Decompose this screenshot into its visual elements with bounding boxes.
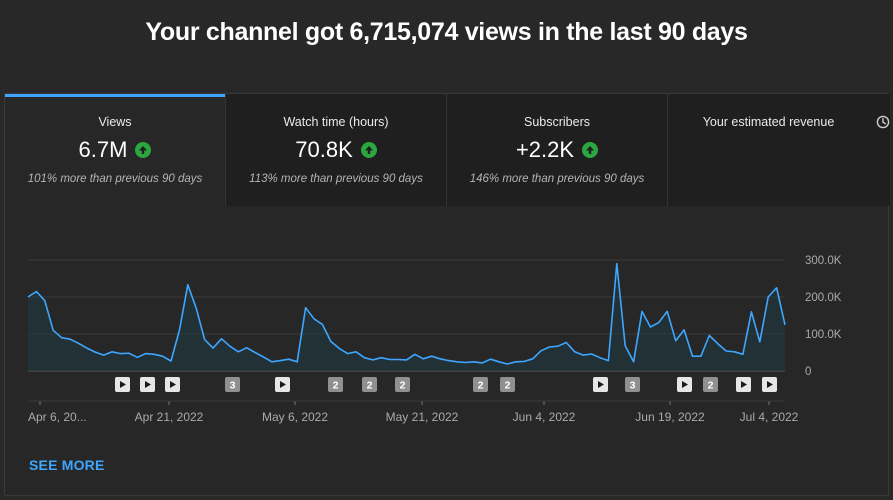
tab-label: Subscribers [524, 115, 590, 129]
x-tick-label: May 21, 2022 [386, 410, 459, 424]
video-count-marker[interactable]: 2 [473, 377, 488, 392]
play-icon [280, 381, 286, 388]
play-icon [145, 381, 151, 388]
play-icon [598, 381, 604, 388]
video-count-marker[interactable]: 2 [362, 377, 377, 392]
tab-value: +2.2K [515, 137, 575, 162]
x-tick-label: Jul 4, 2022 [740, 410, 799, 424]
video-marker[interactable] [140, 377, 155, 392]
marker-count: 2 [708, 380, 714, 392]
tab-comparison-note: 146% more than previous 90 days [469, 173, 645, 185]
marker-count: 2 [367, 380, 373, 392]
see-more-link[interactable]: SEE MORE [29, 457, 105, 473]
video-marker[interactable] [593, 377, 608, 392]
tab-value: 70.8K [295, 137, 353, 162]
video-marker[interactable] [762, 377, 777, 392]
tab-value-row: 70.8K [226, 137, 446, 163]
tab-subscribers[interactable]: Subscribers +2.2K 146% more than previou… [447, 94, 668, 206]
arrow-up-icon [360, 142, 377, 158]
x-tick-label: Jun 19, 2022 [635, 410, 705, 424]
arrow-up-icon [582, 142, 599, 158]
marker-count: 3 [630, 380, 636, 392]
video-marker[interactable] [677, 377, 692, 392]
tab-label: Your estimated revenue [702, 115, 835, 129]
marker-box [395, 377, 410, 392]
tab-comparison-note: 113% more than previous 90 days [249, 173, 423, 185]
tab-value-row: 6.7M [5, 137, 225, 163]
tab-estimated-revenue[interactable]: Your estimated revenue [668, 94, 890, 206]
marker-box [500, 377, 515, 392]
x-tick-label: May 6, 2022 [262, 410, 328, 424]
play-icon [741, 381, 747, 388]
y-tick-label: 300.0K [805, 255, 842, 267]
marker-box [225, 377, 240, 392]
arrow-up-icon [135, 142, 152, 158]
tab-views[interactable]: Views 6.7M 101% more than previous 90 da… [5, 94, 226, 206]
marker-box [328, 377, 343, 392]
tab-value: 6.7M [78, 137, 128, 162]
video-count-marker[interactable]: 2 [703, 377, 718, 392]
marker-count: 2 [400, 380, 406, 392]
y-tick-label: 200.0K [805, 292, 842, 304]
metric-tabs: Views 6.7M 101% more than previous 90 da… [5, 94, 890, 206]
video-count-marker[interactable]: 3 [225, 377, 240, 392]
clock-icon[interactable] [876, 115, 890, 129]
video-marker[interactable] [736, 377, 751, 392]
series-line [27, 262, 786, 365]
x-tick-label: Jun 4, 2022 [513, 410, 576, 424]
marker-box [473, 377, 488, 392]
tab-watch-time[interactable]: Watch time (hours) 70.8K 113% more than … [226, 94, 447, 206]
marker-count: 3 [230, 380, 236, 392]
page-headline: Your channel got 6,715,074 views in the … [145, 18, 748, 46]
video-count-marker[interactable]: 2 [328, 377, 343, 392]
video-count-marker[interactable]: 3 [625, 377, 640, 392]
play-icon [170, 381, 176, 388]
play-icon [767, 381, 773, 388]
x-tick-label: Apr 6, 20... [28, 410, 87, 424]
marker-box [703, 377, 718, 392]
marker-box [625, 377, 640, 392]
video-marker[interactable] [115, 377, 130, 392]
tab-comparison-note: 101% more than previous 90 days [27, 173, 203, 185]
x-tick-label: Apr 21, 2022 [135, 410, 204, 424]
tab-label: Watch time (hours) [283, 115, 389, 129]
video-count-marker[interactable]: 2 [395, 377, 410, 392]
y-tick-label: 0 [805, 366, 811, 378]
video-count-marker[interactable]: 2 [500, 377, 515, 392]
tab-value-row: +2.2K [447, 137, 667, 163]
analytics-card: Views 6.7M 101% more than previous 90 da… [4, 93, 890, 496]
y-tick-label: 100.0K [805, 329, 842, 341]
marker-box [362, 377, 377, 392]
tab-label: Views [98, 115, 132, 129]
video-marker[interactable] [275, 377, 290, 392]
tab-label-row: Your estimated revenue [668, 115, 890, 129]
video-marker[interactable] [165, 377, 180, 392]
marker-count: 2 [333, 380, 339, 392]
marker-count: 2 [478, 380, 484, 392]
views-chart: 300.0K 200.0K 100.0K 0 3 2 2 2 2 2 3 2 Apr 6, 20... A… [27, 255, 842, 424]
marker-count: 2 [505, 380, 511, 392]
play-icon [682, 381, 688, 388]
play-icon [120, 381, 126, 388]
